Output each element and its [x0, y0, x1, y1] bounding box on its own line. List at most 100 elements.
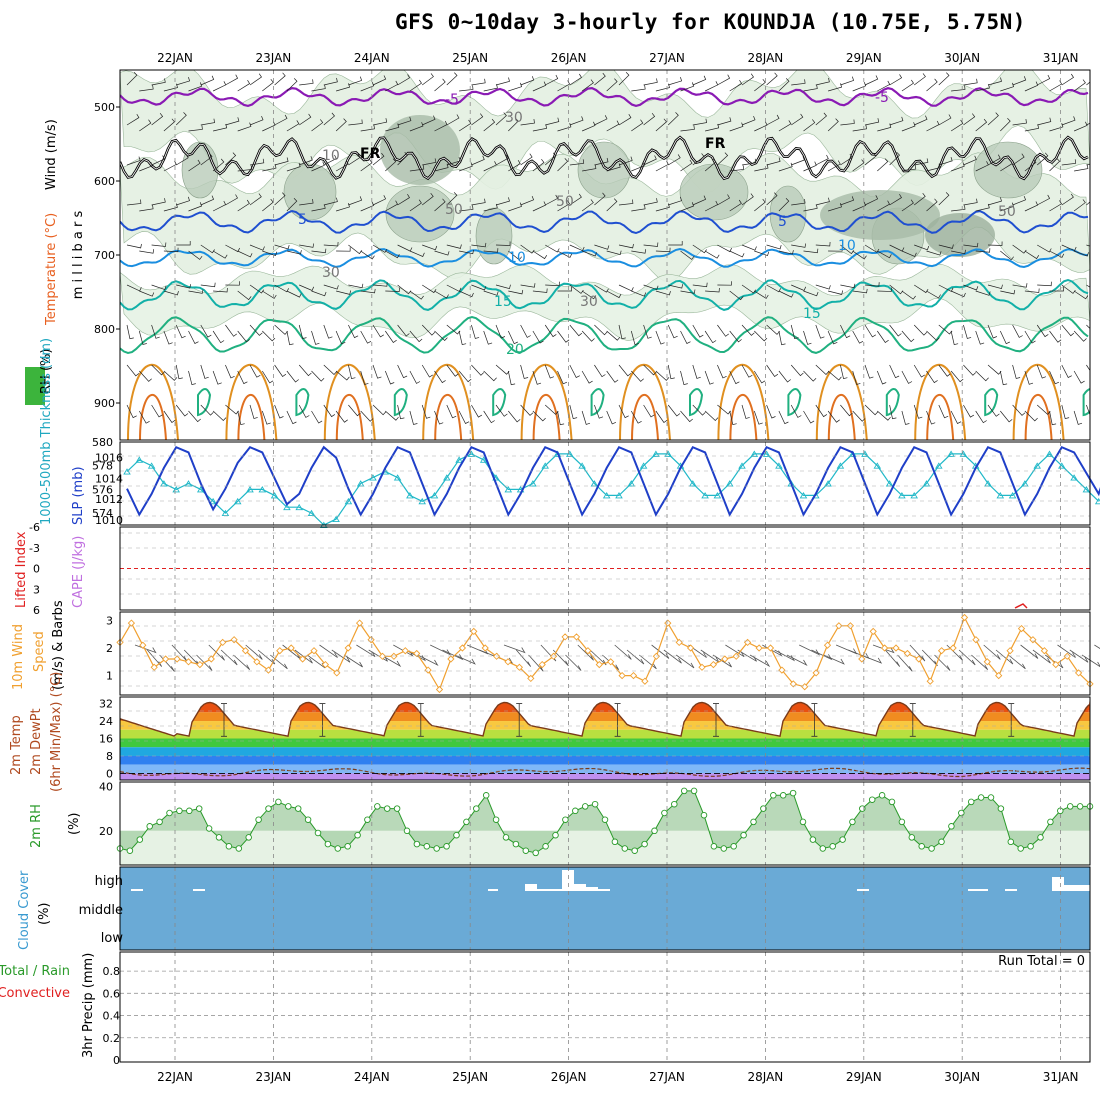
surface-wind-barb	[884, 649, 901, 667]
wind-barb	[791, 243, 807, 248]
wind-barb	[667, 324, 678, 339]
surface-wind-barb	[995, 649, 1014, 665]
date-label-top: 27JAN	[649, 51, 685, 65]
rh-point	[285, 803, 292, 810]
wind-speed-point	[413, 649, 421, 658]
rh-point	[967, 798, 975, 806]
wind-barb	[323, 112, 335, 126]
wind-barb	[434, 330, 448, 341]
surface-wind-barb	[577, 644, 594, 661]
wind-barb	[729, 410, 737, 426]
wind-barb	[532, 158, 545, 172]
wind-speed-point	[401, 647, 409, 655]
wind-barb	[963, 198, 978, 206]
wind-barb	[458, 330, 467, 346]
temp-contour-20-loop	[885, 388, 900, 417]
wind-speed-point	[995, 671, 1003, 680]
wind-barb	[409, 410, 418, 425]
wind-barb	[987, 284, 1003, 290]
wind-speed-point	[1052, 660, 1060, 669]
wind-barb	[188, 330, 199, 344]
slp-tick-label: 1010	[95, 514, 123, 527]
wind-barb	[421, 404, 431, 419]
wind-barb	[508, 82, 523, 92]
surface-wind-barb	[515, 649, 532, 667]
wind-speed-point	[241, 647, 250, 655]
temp-band	[120, 721, 1090, 730]
wind-barb	[286, 78, 298, 92]
wind-barb	[532, 370, 542, 385]
rh-point	[166, 809, 173, 817]
minmax-bar	[909, 703, 916, 737]
wind-speed-point	[892, 644, 900, 652]
wind-axis-labels-2: Speed	[32, 631, 47, 672]
surface-wind-barb	[909, 644, 926, 662]
wind-barb	[237, 330, 250, 343]
wind-barb	[618, 199, 634, 206]
thickness-point	[246, 486, 254, 493]
thickness-point	[295, 503, 303, 511]
thickness-point	[418, 497, 426, 505]
date-label-top: 22JAN	[157, 51, 193, 65]
wind-barb	[889, 284, 904, 295]
wind-barb	[311, 204, 326, 212]
wind-barb	[188, 82, 203, 92]
surface-wind-barb	[1020, 644, 1039, 659]
wind-barb	[360, 159, 373, 172]
wind-barb	[348, 283, 364, 289]
wind-barb	[212, 81, 227, 92]
wind-barb	[1073, 199, 1086, 212]
wind-barb	[581, 199, 594, 212]
wind-barb	[987, 197, 1002, 206]
rh-point	[888, 798, 896, 806]
rh-point	[195, 805, 203, 812]
wind-barb	[631, 204, 646, 212]
surface-wind-barb	[1094, 644, 1100, 649]
temp-contour-30	[335, 393, 364, 440]
axis-label-temperature: Temperature (°C)	[44, 213, 59, 326]
surface-wind-barb	[626, 649, 645, 665]
cloud-gap	[525, 884, 537, 891]
surface-wind-barb	[712, 654, 732, 668]
wind-barb	[864, 244, 880, 253]
wind-speed-point	[287, 644, 295, 652]
wind-barb	[1000, 202, 1014, 212]
rh-point	[928, 845, 935, 852]
wind-barb	[864, 404, 879, 416]
wind-speed-point	[721, 655, 729, 663]
axis-label-rh-unit: (%)	[67, 813, 82, 836]
wind-barb	[987, 241, 1003, 246]
wind-barb	[1000, 118, 1011, 132]
wind-barb	[126, 72, 138, 86]
wind-barb	[163, 160, 177, 172]
slp-tick-label: 1016	[95, 452, 123, 465]
wind-barb	[852, 330, 864, 344]
wind-barb	[938, 192, 950, 206]
wind-barb	[483, 330, 493, 345]
rh-point	[304, 816, 312, 823]
wind-speed-point	[470, 627, 478, 636]
wind-barb	[631, 249, 647, 254]
wind-barb	[335, 330, 346, 345]
cloud-gap	[968, 889, 988, 891]
wind-barb	[545, 281, 560, 287]
rh-point	[512, 840, 520, 848]
rh-shading-50	[181, 141, 219, 199]
contour-label: 20	[506, 342, 524, 358]
wind-barb	[348, 76, 363, 86]
wind-barb	[840, 364, 848, 380]
dewpoint-line	[119, 767, 1091, 778]
thickness-point	[1094, 497, 1100, 505]
wind-barb	[790, 324, 799, 340]
wind-barb	[1000, 82, 1015, 92]
thickness-point	[307, 509, 316, 517]
wind-barb	[175, 364, 183, 380]
cloud-unit-group: (%)	[37, 903, 52, 926]
wind-barb	[766, 72, 778, 86]
wind-speed-point	[915, 655, 923, 663]
minmax-bar	[221, 703, 227, 737]
wind-barb	[569, 193, 582, 206]
wind-barb	[348, 324, 359, 339]
wind-speed-point	[835, 622, 843, 630]
